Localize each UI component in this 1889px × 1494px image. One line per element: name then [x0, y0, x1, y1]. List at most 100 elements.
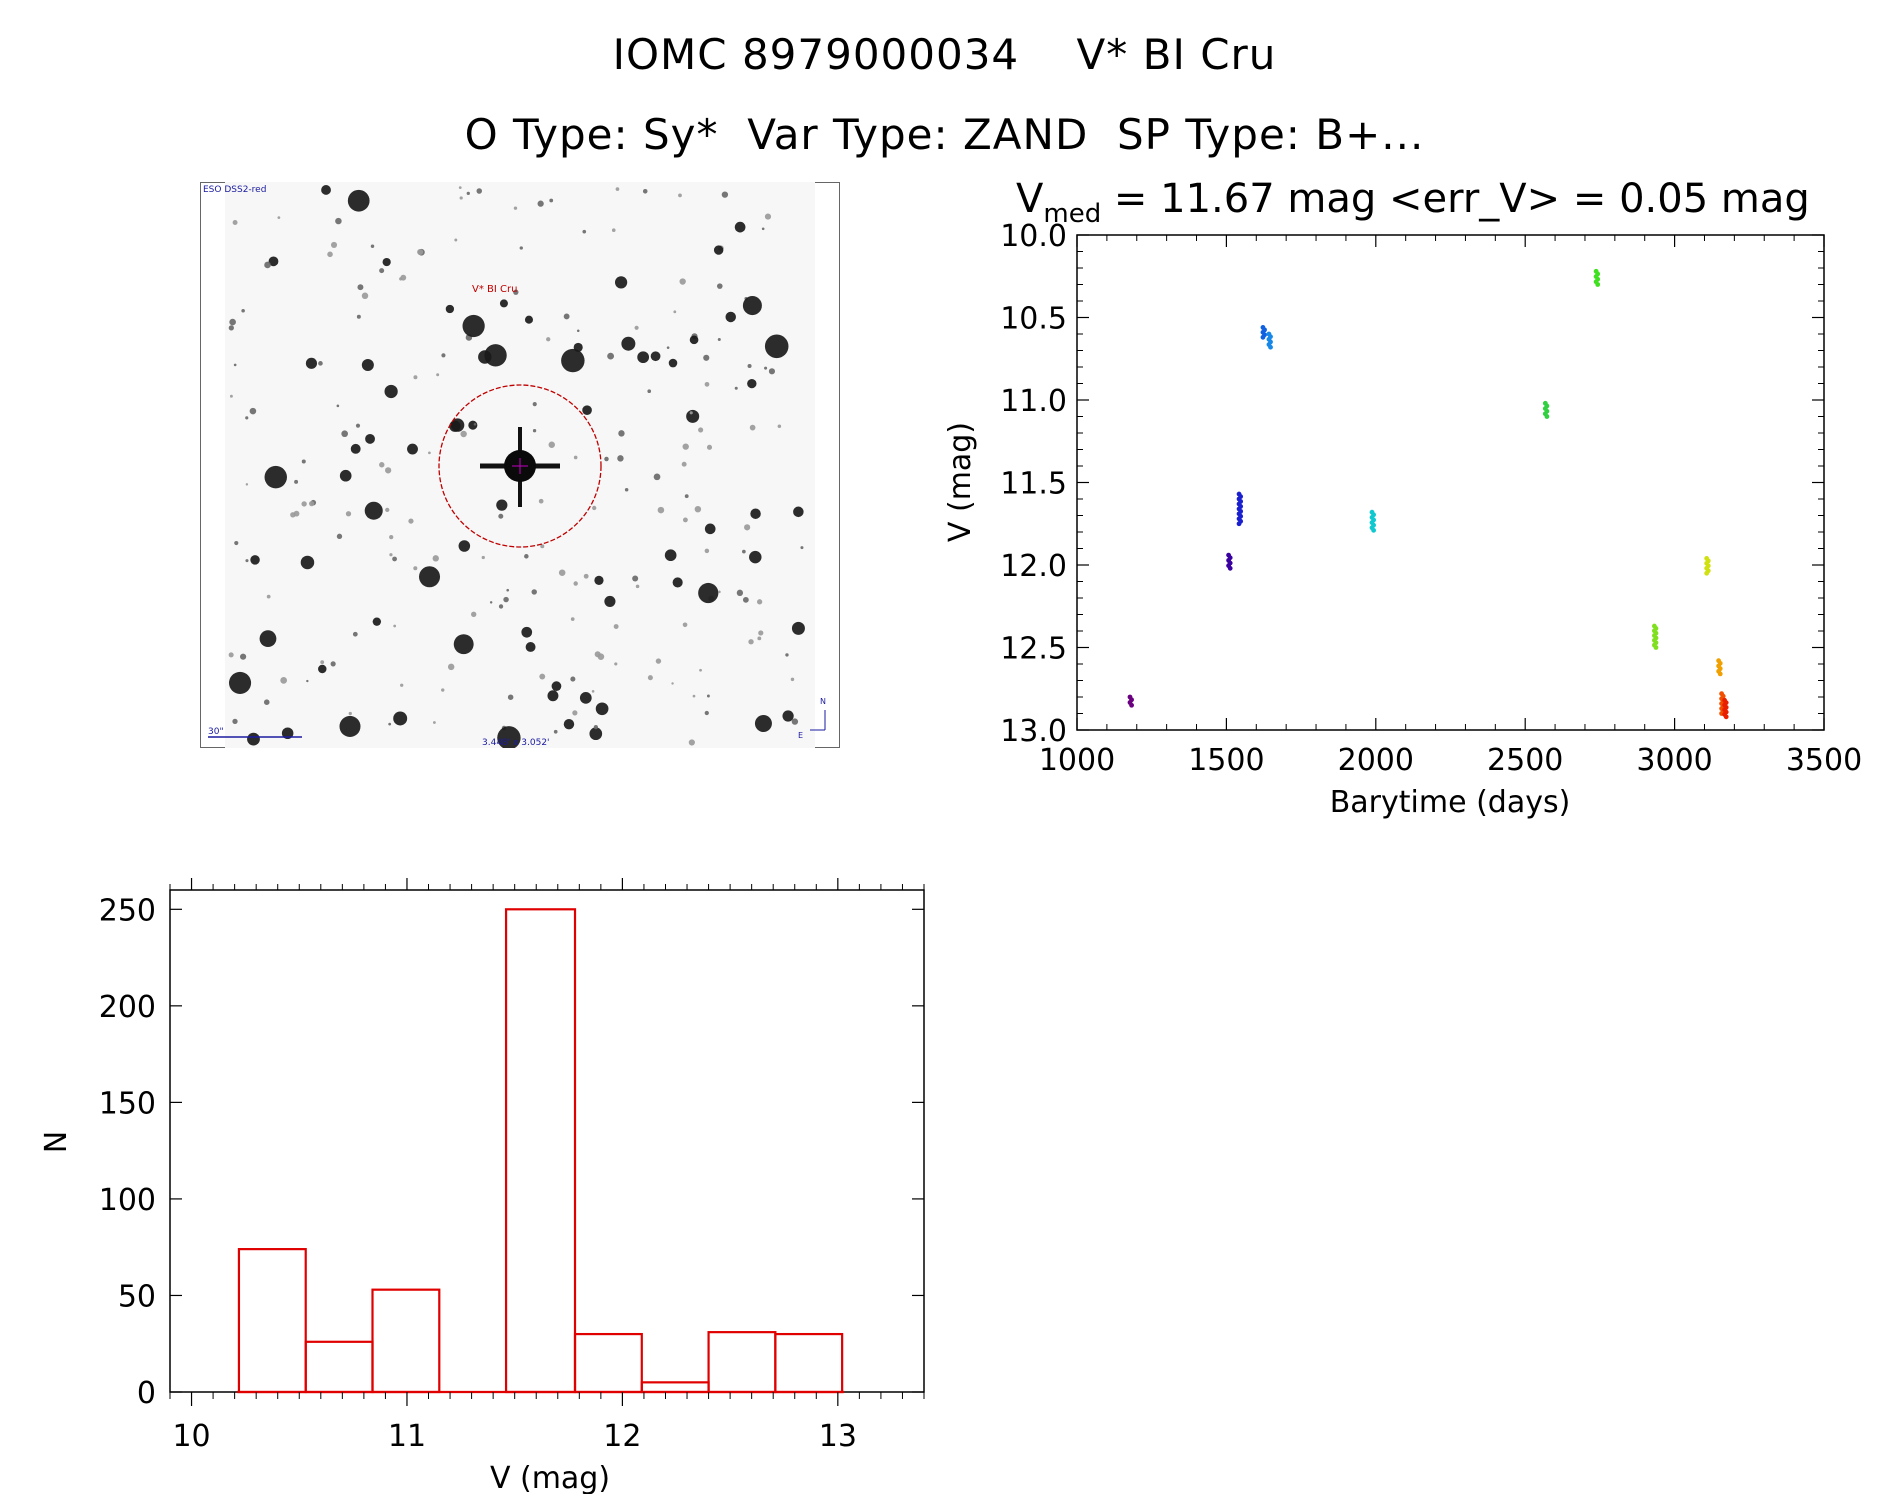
star: [618, 430, 625, 437]
star: [692, 694, 696, 698]
star: [408, 518, 414, 524]
light-curve-ticks: 1000 1500 2000 2500 3000 3500 10.0 10.5 11.0 11.5…: [1000, 219, 1862, 778]
star: [232, 220, 238, 225]
star: [393, 711, 408, 726]
histogram-bar: [707, 1331, 777, 1394]
star: [699, 668, 702, 672]
y-tick-label: 12.0: [1000, 549, 1067, 584]
star: [706, 444, 713, 450]
star: [617, 455, 624, 462]
star: [454, 238, 458, 242]
title-v: V: [1016, 176, 1044, 222]
star: [647, 675, 653, 681]
histogram-ticks: 10 11 12 13 0 50 100 150 200 250: [99, 878, 925, 1454]
star: [682, 622, 688, 628]
star: [339, 469, 352, 482]
star: [281, 727, 294, 740]
star: [241, 308, 245, 313]
survey-label: ESO DSS2-red: [203, 185, 266, 195]
star: [249, 407, 257, 415]
star: [546, 337, 551, 342]
star: [468, 420, 478, 430]
star: [318, 361, 323, 366]
star: [531, 589, 537, 595]
star: [615, 187, 620, 191]
star: [466, 191, 470, 195]
star: [694, 505, 702, 513]
star: [473, 422, 477, 426]
star: [471, 611, 477, 617]
star: [672, 577, 683, 588]
star: [790, 677, 795, 682]
title-line-1: IOMC 8979000034 V* BI Cru: [612, 30, 1277, 79]
target-circle: [438, 384, 602, 548]
y-tick-label: 13.0: [1000, 714, 1067, 749]
star: [370, 244, 375, 248]
star: [339, 715, 361, 737]
y-tick-label: 50: [118, 1279, 156, 1314]
histogram-bar: [573, 1332, 643, 1394]
star: [668, 358, 678, 368]
star: [592, 505, 597, 511]
star: [572, 710, 578, 716]
star: [228, 325, 234, 331]
star: [561, 348, 585, 373]
star: [347, 189, 370, 212]
star: [768, 368, 775, 375]
star: [321, 185, 331, 195]
data-point: [1595, 282, 1601, 287]
y-tick-label: 10.5: [1000, 302, 1067, 337]
star: [419, 566, 441, 588]
star: [384, 384, 398, 399]
star: [671, 682, 674, 685]
data-point: [1268, 344, 1273, 350]
star: [320, 660, 325, 665]
star: [744, 524, 751, 531]
target-label: V* BI Cru: [472, 284, 517, 295]
star: [570, 617, 575, 621]
star: [614, 662, 618, 666]
star: [524, 315, 534, 324]
star: [345, 511, 352, 517]
light-curve-points: [1127, 268, 1729, 720]
star: [591, 690, 595, 693]
star: [653, 473, 661, 481]
star: [717, 337, 721, 341]
star: [785, 653, 789, 657]
star: [489, 601, 493, 604]
north-label: N: [820, 697, 826, 706]
star: [476, 188, 483, 194]
star: [301, 501, 307, 507]
star: [365, 433, 375, 444]
star: [704, 548, 710, 554]
star: [245, 559, 249, 563]
histogram-ylabel: N: [40, 1131, 74, 1153]
star: [573, 455, 578, 460]
star: [655, 658, 662, 664]
star: [330, 661, 336, 667]
light-curve-chart: Vmed = 11.67 mag <err_V> = 0.05 mag 1000…: [943, 176, 1862, 820]
star: [750, 508, 761, 519]
star: [684, 494, 689, 499]
star: [548, 441, 555, 448]
star: [594, 575, 604, 586]
star: [553, 729, 558, 734]
star: [521, 626, 533, 638]
star: [460, 430, 467, 438]
star: [749, 550, 762, 564]
star: [400, 683, 404, 687]
star: [604, 456, 609, 462]
star: [632, 575, 639, 582]
star: [757, 636, 762, 641]
star: [764, 366, 768, 370]
star: [576, 329, 580, 333]
star: [229, 394, 233, 398]
light-curve-axes: [1076, 234, 1825, 731]
data-point: [1544, 414, 1550, 419]
star: [579, 692, 592, 704]
histogram-xlabel: V (mag): [490, 1461, 610, 1494]
star: [294, 479, 299, 484]
star: [436, 373, 440, 377]
histogram-axes: [169, 889, 925, 1393]
x-tick-label: 1000: [1039, 743, 1115, 778]
